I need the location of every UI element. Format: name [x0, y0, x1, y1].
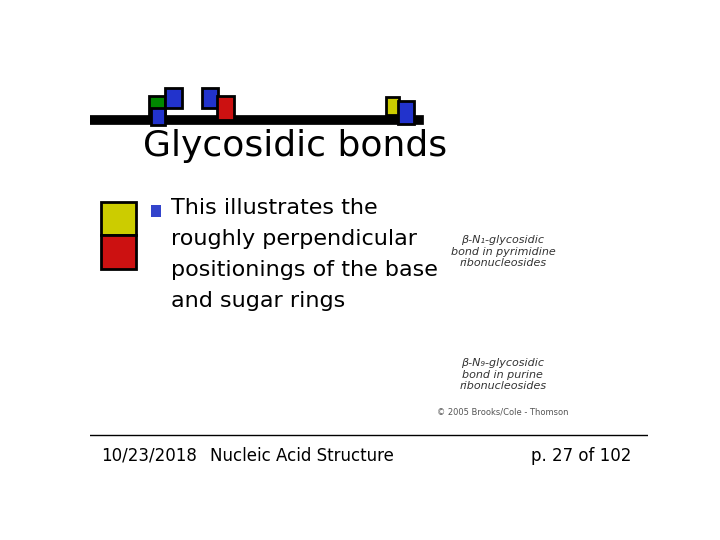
Text: Nucleic Acid Structure: Nucleic Acid Structure	[210, 447, 394, 464]
Bar	[101, 235, 136, 268]
Bar	[101, 202, 136, 235]
Bar	[217, 96, 234, 120]
Text: and sugar rings: and sugar rings	[171, 292, 345, 312]
Text: This illustrates the: This illustrates the	[171, 198, 377, 218]
Bar	[386, 97, 399, 114]
Text: 10/23/2018: 10/23/2018	[101, 447, 197, 464]
Text: roughly perpendicular: roughly perpendicular	[171, 229, 417, 249]
Bar	[151, 109, 165, 125]
Text: positionings of the base: positionings of the base	[171, 260, 438, 280]
Bar	[151, 205, 161, 217]
Bar	[148, 96, 166, 116]
Bar	[398, 101, 414, 124]
Text: Glycosidic bonds: Glycosidic bonds	[143, 129, 447, 163]
Bar	[166, 87, 182, 109]
Text: © 2005 Brooks/Cole - Thomson: © 2005 Brooks/Cole - Thomson	[437, 408, 569, 417]
Text: p. 27 of 102: p. 27 of 102	[531, 447, 631, 464]
Text: β-N₁-glycosidic
bond in pyrimidine
ribonucleosides: β-N₁-glycosidic bond in pyrimidine ribon…	[451, 235, 555, 268]
Text: β-N₉-glycosidic
bond in purine
ribonucleosides: β-N₉-glycosidic bond in purine ribonucle…	[459, 358, 546, 391]
Bar	[202, 87, 218, 109]
